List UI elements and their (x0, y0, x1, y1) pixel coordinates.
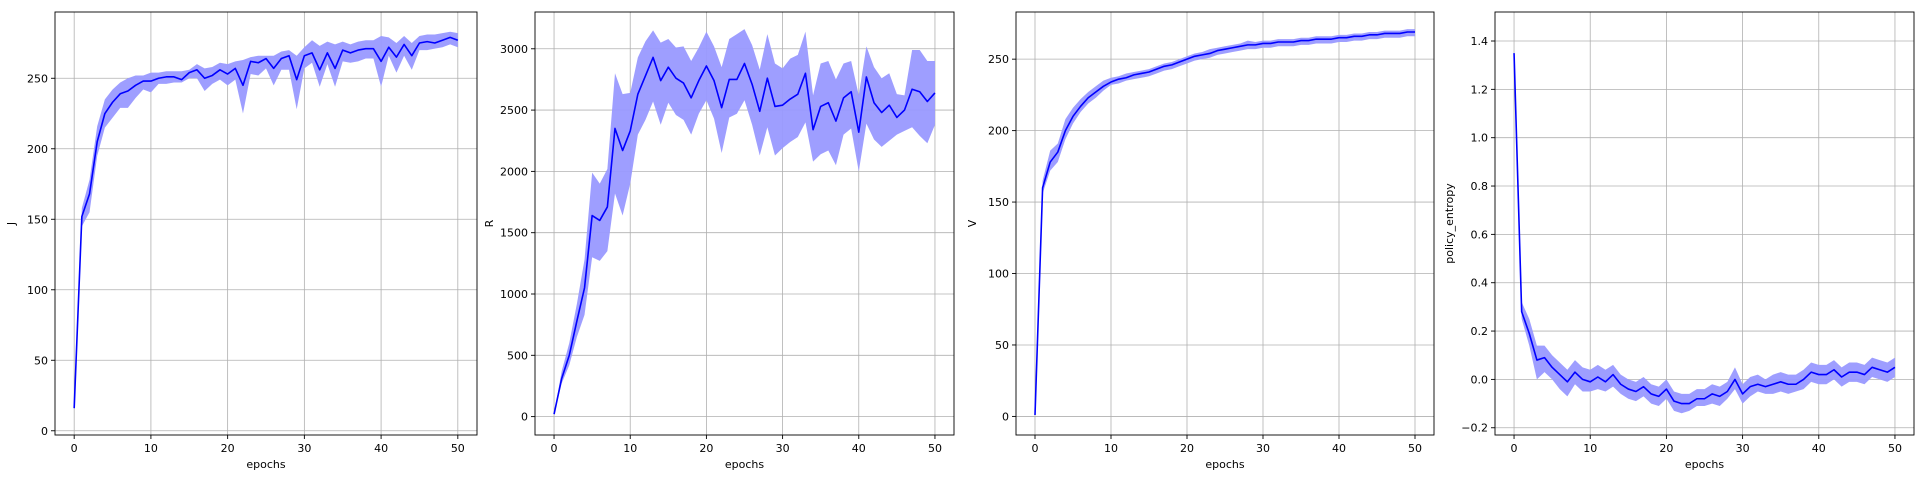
x-tick-label: 20 (1180, 442, 1194, 455)
subplot-4: 0 10 20 30 40 50 −0.2 0.0 0.2 0.4 0.6 0.8 1.0 1.2 1.4 e… (1443, 11, 1915, 471)
y-tick-label: 2000 (500, 165, 528, 178)
y-tick-label: 250 (988, 53, 1009, 66)
x-tick-label: 0 (551, 442, 558, 455)
x-tick-label: 0 (1511, 442, 1518, 455)
x-tick-label: 40 (374, 442, 388, 455)
y-tick-label: 1.0 (1471, 132, 1489, 145)
series-line (553, 56, 936, 415)
y-tick-label: 0.4 (1471, 277, 1489, 290)
y-tick-label: 1000 (500, 288, 528, 301)
axes-frame (1015, 11, 1435, 436)
x-axis-label: epochs (725, 458, 764, 471)
y-tick-label: 1.4 (1471, 35, 1489, 48)
series-line (1513, 53, 1896, 405)
y-tick-label: 1500 (500, 227, 528, 240)
y-tick-label: −0.2 (1461, 422, 1488, 435)
y-tick-label: 1.2 (1471, 83, 1489, 96)
y-tick-label: 0.2 (1471, 325, 1489, 338)
y-tick-label: 500 (507, 349, 528, 362)
x-axis-label: epochs (1685, 458, 1724, 471)
subplot-2: 0 10 20 30 40 50050010001500200025003000epoch… (483, 11, 955, 471)
x-tick-label: 30 (1256, 442, 1270, 455)
subplot-3: 0 10 20 30 40 50 0 50 100 150 200 250 epochs V (966, 11, 1435, 471)
y-tick-label: 3000 (500, 43, 528, 56)
x-tick-label: 0 (1032, 442, 1039, 455)
y-tick-label: 50 (995, 339, 1009, 352)
x-tick-label: 0 (71, 442, 78, 455)
x-tick-label: 30 (776, 442, 790, 455)
y-tick-label: 0 (1002, 410, 1009, 423)
y-tick-label: 50 (34, 354, 48, 367)
y-tick-label: 150 (27, 213, 48, 226)
y-tick-label: 0.0 (1471, 373, 1489, 386)
x-tick-label: 10 (1104, 442, 1118, 455)
y-tick-label: 0 (41, 425, 48, 438)
y-tick-label: 100 (988, 268, 1009, 281)
x-tick-label: 20 (221, 442, 235, 455)
x-tick-label: 40 (1332, 442, 1346, 455)
x-axis-label: epochs (246, 458, 285, 471)
y-tick-label: 0.8 (1471, 180, 1489, 193)
axes-frame (534, 11, 955, 436)
x-tick-label: 10 (623, 442, 637, 455)
x-tick-label: 30 (1736, 442, 1750, 455)
series-line (1034, 31, 1415, 416)
y-axis-label: R (483, 219, 496, 227)
x-tick-label: 40 (852, 442, 866, 455)
x-axis-label: epochs (1205, 458, 1244, 471)
y-axis-label: J (5, 222, 18, 226)
x-tick-label: 10 (1583, 442, 1597, 455)
confidence-band (1035, 29, 1415, 415)
x-tick-label: 30 (297, 442, 311, 455)
y-tick-label: 200 (988, 125, 1009, 138)
series-line (73, 36, 459, 409)
x-tick-label: 20 (1659, 442, 1673, 455)
x-tick-label: 50 (1888, 442, 1902, 455)
y-tick-label: 250 (27, 72, 48, 85)
x-tick-label: 50 (451, 442, 465, 455)
x-tick-label: 20 (699, 442, 713, 455)
x-tick-label: 40 (1812, 442, 1826, 455)
y-tick-label: 0 (521, 411, 528, 424)
subplot-1: 0 10 20 30 40 50 0 50 100 150 200 250 epochs J (5, 11, 478, 471)
y-tick-label: 2500 (500, 104, 528, 117)
y-tick-label: 0.6 (1471, 228, 1489, 241)
confidence-band (1514, 53, 1895, 414)
y-axis-label: policy_entropy (1443, 183, 1456, 264)
axes-frame (54, 11, 478, 436)
confidence-band (554, 29, 935, 415)
y-axis-label: V (966, 219, 979, 227)
x-tick-label: 10 (144, 442, 158, 455)
y-tick-label: 200 (27, 143, 48, 156)
y-tick-label: 100 (27, 284, 48, 297)
x-tick-label: 50 (1408, 442, 1422, 455)
y-tick-label: 150 (988, 196, 1009, 209)
x-tick-label: 50 (928, 442, 942, 455)
axes-frame (1494, 11, 1915, 436)
